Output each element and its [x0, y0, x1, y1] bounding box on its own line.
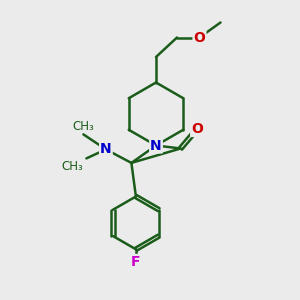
Text: N: N	[150, 139, 162, 152]
Text: O: O	[191, 122, 203, 136]
Text: CH₃: CH₃	[73, 120, 94, 133]
Text: CH₃: CH₃	[62, 160, 83, 173]
Text: F: F	[131, 255, 141, 269]
Text: O: O	[194, 31, 206, 44]
Text: N: N	[100, 142, 112, 156]
